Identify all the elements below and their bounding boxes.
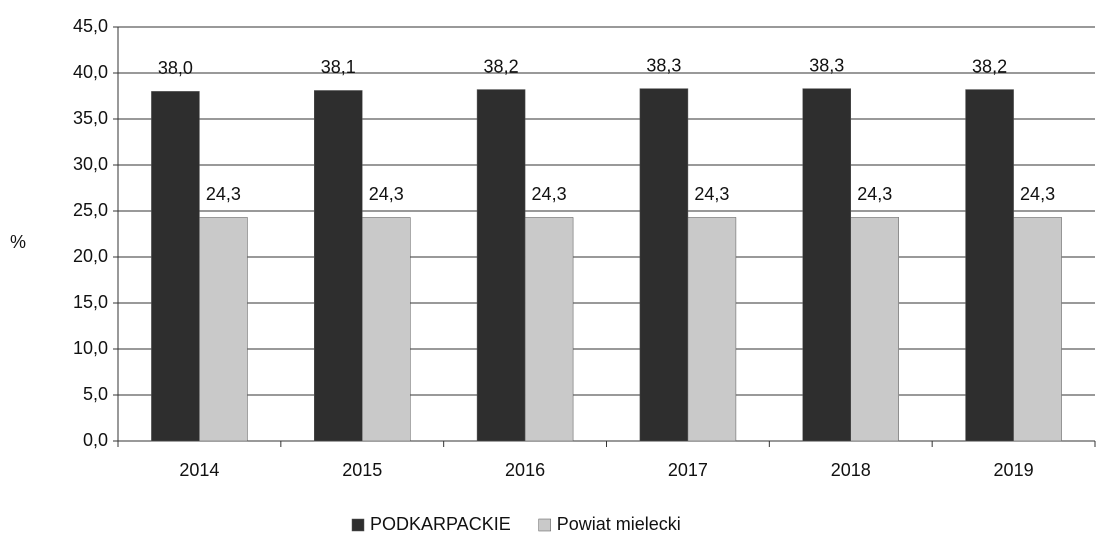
y-tick-label: 40,0: [73, 62, 108, 82]
x-tick-label: 2018: [831, 460, 871, 480]
bar: [314, 90, 363, 442]
legend-label: PODKARPACKIE: [370, 514, 511, 534]
value-label: 38,3: [646, 55, 681, 75]
legend-swatch: [538, 518, 551, 532]
bar: [199, 217, 248, 442]
y-axis-label: %: [10, 232, 26, 252]
x-tick-label: 2014: [179, 460, 219, 480]
bar: [151, 91, 200, 442]
value-label: 38,3: [809, 55, 844, 75]
x-tick-label: 2016: [505, 460, 545, 480]
bar: [850, 217, 899, 442]
x-tick-label: 2019: [994, 460, 1034, 480]
value-label: 38,2: [972, 56, 1007, 76]
bar: [965, 89, 1014, 442]
value-label: 38,1: [321, 57, 356, 77]
y-tick-label: 45,0: [73, 16, 108, 36]
value-label: 24,3: [206, 184, 241, 204]
value-label: 24,3: [857, 184, 892, 204]
y-tick-label: 15,0: [73, 292, 108, 312]
value-label: 38,0: [158, 58, 193, 78]
y-tick-label: 0,0: [83, 430, 108, 450]
bar: [802, 88, 851, 442]
y-tick-label: 30,0: [73, 154, 108, 174]
y-tick-label: 10,0: [73, 338, 108, 358]
bar: [1013, 217, 1062, 442]
x-tick-label: 2015: [342, 460, 382, 480]
value-label: 24,3: [532, 184, 567, 204]
y-tick-label: 35,0: [73, 108, 108, 128]
y-tick-label: 5,0: [83, 384, 108, 404]
value-label: 24,3: [1020, 184, 1055, 204]
bar: [639, 88, 689, 442]
bar: [524, 217, 574, 442]
value-label: 24,3: [694, 184, 729, 204]
legend-swatch: [351, 518, 365, 532]
y-tick-label: 25,0: [73, 200, 108, 220]
bar: [362, 217, 411, 442]
legend-label: Powiat mielecki: [557, 514, 681, 534]
bar: [687, 217, 737, 442]
y-tick-label: 20,0: [73, 246, 108, 266]
x-tick-label: 2017: [668, 460, 708, 480]
bar: [476, 89, 526, 442]
value-label: 24,3: [369, 184, 404, 204]
value-label: 38,2: [484, 56, 519, 76]
